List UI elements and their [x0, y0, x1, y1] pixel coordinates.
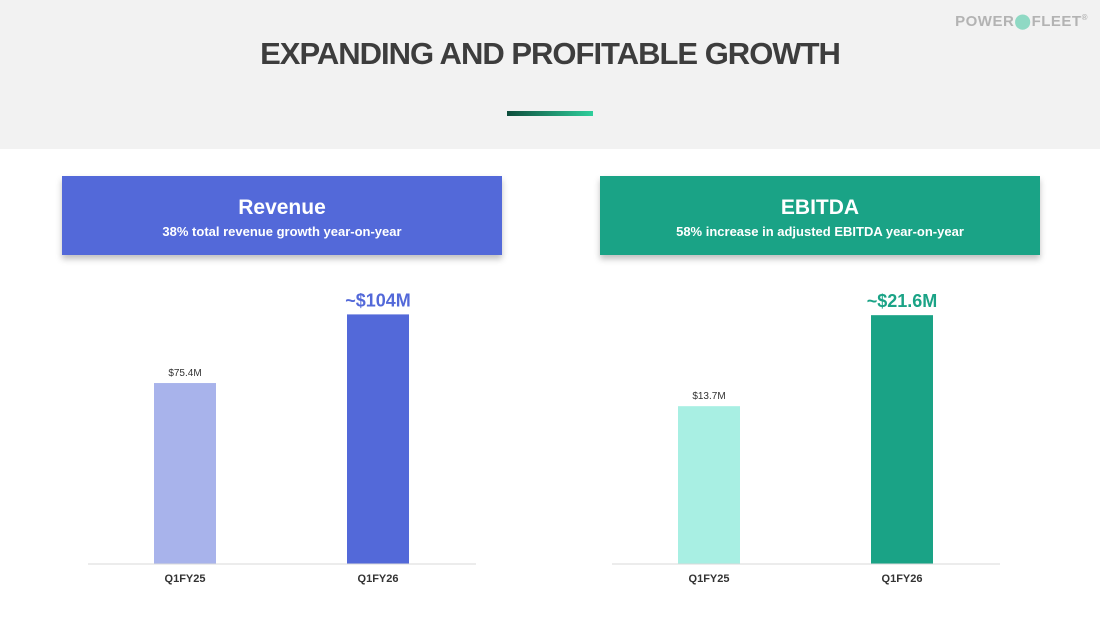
- registered-mark: ®: [1081, 13, 1088, 22]
- revenue-bar-q1fy25: [154, 383, 216, 564]
- revenue-x-tick-q1fy26: Q1FY26: [358, 573, 399, 585]
- revenue-panel-subtitle: 38% total revenue growth year-on-year: [162, 224, 402, 239]
- ebitda-data-label-q1fy26: ~$21.6M: [867, 291, 938, 311]
- ebitda-bar-q1fy26: [871, 315, 933, 564]
- logo-text-2: FLEET: [1031, 13, 1082, 30]
- revenue-data-label-q1fy25: $75.4M: [168, 368, 201, 379]
- powerfleet-logo: POWER⬤FLEET®: [955, 12, 1088, 30]
- revenue-x-tick-q1fy25: Q1FY25: [165, 573, 206, 585]
- logo-pin-icon: ⬤: [1014, 13, 1032, 30]
- ebitda-data-label-q1fy25: $13.7M: [692, 391, 725, 402]
- ebitda-bar-chart: $13.7M Q1FY25 ~$21.6M Q1FY26: [612, 291, 1000, 585]
- ebitda-panel-title: EBITDA: [780, 196, 860, 219]
- title-underline: [507, 111, 593, 116]
- revenue-data-label-q1fy26: ~$104M: [345, 290, 411, 310]
- ebitda-x-tick-q1fy25: Q1FY25: [689, 573, 730, 585]
- header-band: [0, 0, 1100, 149]
- revenue-panel-header: Revenue 38% total revenue growth year-on…: [62, 176, 502, 255]
- ebitda-panel-subtitle: 58% increase in adjusted EBITDA year-on-…: [676, 224, 964, 239]
- revenue-panel-title: Revenue: [238, 196, 326, 219]
- revenue-bar-chart: $75.4M Q1FY25 ~$104M Q1FY26: [88, 290, 476, 585]
- ebitda-x-tick-q1fy26: Q1FY26: [882, 573, 923, 585]
- revenue-bar-q1fy26: [347, 314, 409, 564]
- page-title: EXPANDING AND PROFITABLE GROWTH: [260, 36, 841, 71]
- ebitda-panel-header: EBITDA 58% increase in adjusted EBITDA y…: [600, 176, 1040, 255]
- ebitda-bar-q1fy25: [678, 406, 740, 564]
- logo-text: POWER: [955, 13, 1015, 30]
